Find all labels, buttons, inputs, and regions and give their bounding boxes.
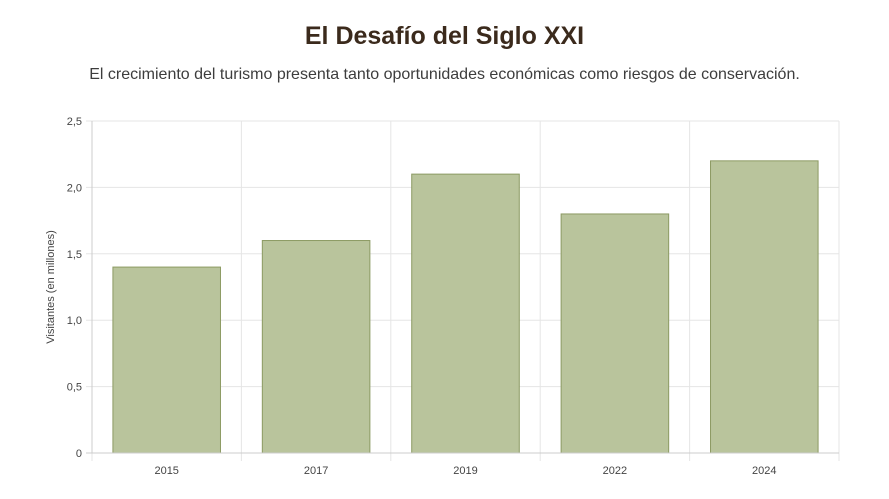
labels-layer: 0 0,5 1,0 1,5 2,0 2,5 2015 2017 2019 2022 2024 — [67, 116, 777, 477]
y-tick-label: 1,5 — [67, 249, 82, 261]
x-tick-label: 2019 — [453, 465, 477, 477]
bars-layer — [112, 160, 819, 454]
y-tick-label: 0,5 — [67, 382, 82, 394]
x-tick-label: 2024 — [752, 465, 776, 477]
bar-2015 — [112, 266, 221, 454]
y-tick-label: 2,0 — [67, 182, 82, 194]
y-tick-label: 1,0 — [67, 315, 82, 327]
bar-2024 — [710, 160, 819, 454]
bar-2022 — [560, 213, 670, 454]
y-axis-label: Visitantes (en millones) — [45, 230, 57, 344]
bar-2017 — [261, 240, 371, 454]
x-tick-label: 2017 — [304, 465, 328, 477]
chart-title: El Desafío del Siglo XXI — [304, 22, 585, 50]
bar-2019 — [411, 173, 520, 454]
y-tick-label: 0 — [76, 448, 82, 460]
y-tick-label: 2,5 — [67, 116, 82, 128]
x-tick-label: 2022 — [603, 465, 627, 477]
x-tick-label: 2015 — [154, 465, 178, 477]
axis-layer — [86, 121, 839, 454]
chart-subtitle: El crecimiento del turismo presenta tant… — [89, 66, 800, 83]
